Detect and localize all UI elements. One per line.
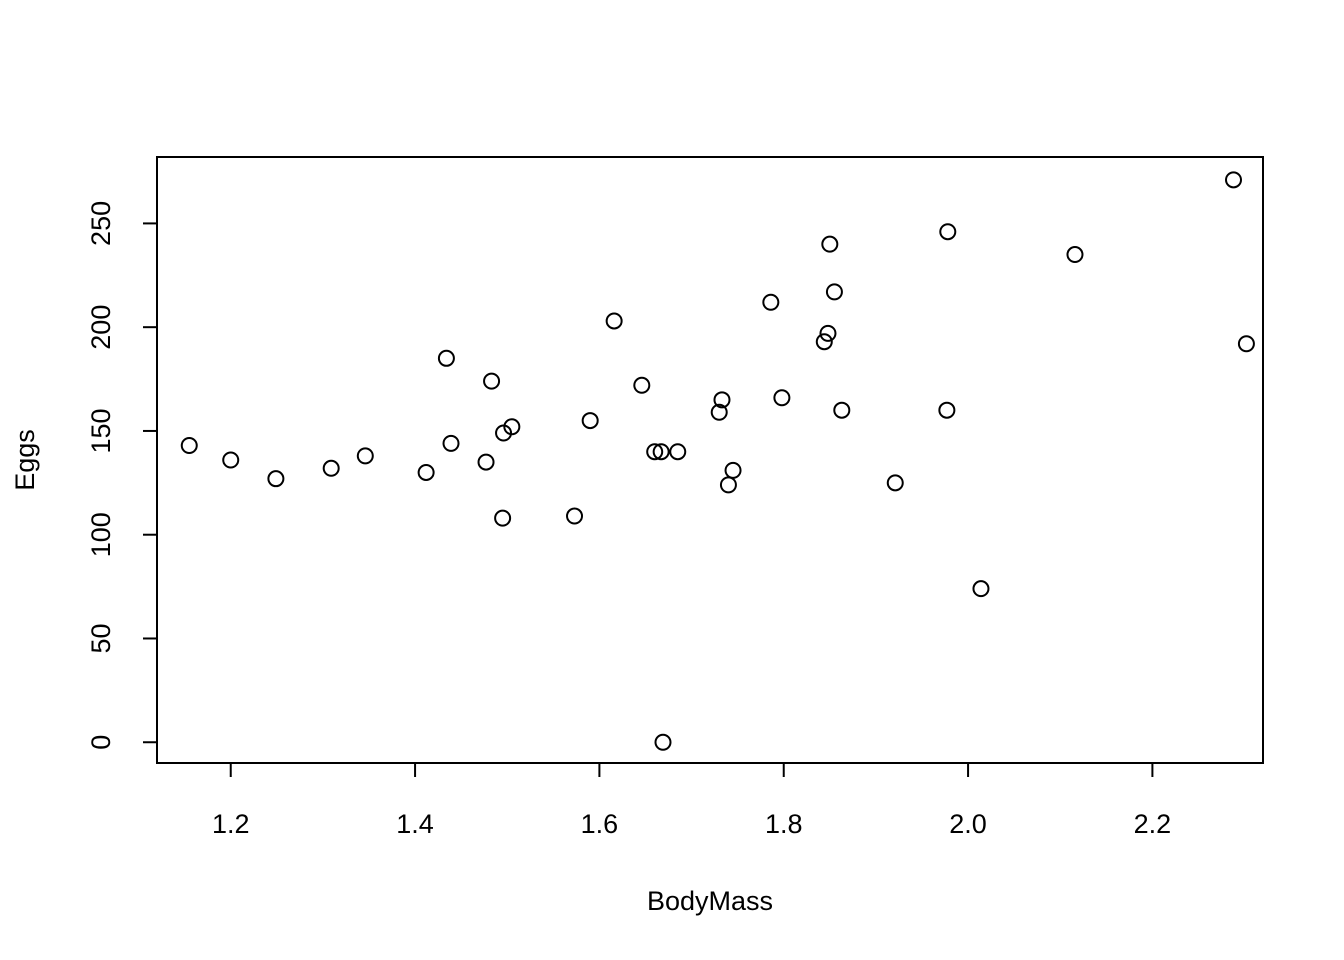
y-tick-label: 200 — [86, 305, 116, 350]
x-axis: 1.2 1.4 1.6 1.8 2.0 2.2 — [212, 762, 1172, 839]
x-tick-label: 1.2 — [212, 809, 250, 839]
x-tick-label: 2.0 — [949, 809, 987, 839]
data-point — [566, 507, 584, 525]
y-tick-label: 50 — [86, 623, 116, 653]
y-tick-label: 100 — [86, 512, 116, 557]
data-point — [819, 324, 837, 342]
data-point — [581, 412, 599, 430]
data-point — [180, 436, 198, 454]
data-point — [646, 443, 664, 461]
data-point — [652, 443, 670, 461]
data-point — [825, 283, 843, 301]
data-point — [654, 733, 672, 751]
x-tick-label: 2.2 — [1134, 809, 1172, 839]
data-point — [437, 349, 455, 367]
data-point — [494, 509, 512, 527]
data-point — [972, 580, 990, 598]
y-axis: 0 50 100 150 200 250 — [86, 201, 158, 750]
data-points — [180, 171, 1255, 751]
data-point — [938, 401, 956, 419]
data-point — [821, 235, 839, 253]
data-point — [669, 443, 687, 461]
data-point — [633, 376, 651, 394]
data-point — [762, 293, 780, 311]
data-point — [1237, 335, 1255, 353]
data-point — [886, 474, 904, 492]
data-point — [773, 389, 791, 407]
y-tick-label: 250 — [86, 201, 116, 246]
data-point — [939, 223, 957, 241]
data-point — [605, 312, 623, 330]
data-point — [833, 401, 851, 419]
x-axis-title: BodyMass — [647, 886, 773, 916]
data-point — [322, 459, 340, 477]
data-point — [1066, 246, 1084, 264]
y-axis-title: Eggs — [10, 429, 40, 491]
data-point — [1225, 171, 1243, 189]
data-point — [222, 451, 240, 469]
data-point — [483, 372, 501, 390]
data-point — [442, 434, 460, 452]
data-point — [417, 463, 435, 481]
data-point — [710, 403, 728, 421]
y-tick-label: 150 — [86, 408, 116, 453]
data-point — [356, 447, 374, 465]
data-point — [477, 453, 495, 471]
data-point — [267, 470, 285, 488]
data-point — [815, 333, 833, 351]
x-tick-label: 1.6 — [581, 809, 619, 839]
data-point — [724, 461, 742, 479]
x-tick-label: 1.8 — [765, 809, 803, 839]
x-tick-label: 1.4 — [396, 809, 434, 839]
data-point — [503, 418, 521, 436]
data-point — [713, 391, 731, 409]
y-tick-label: 0 — [86, 735, 116, 750]
